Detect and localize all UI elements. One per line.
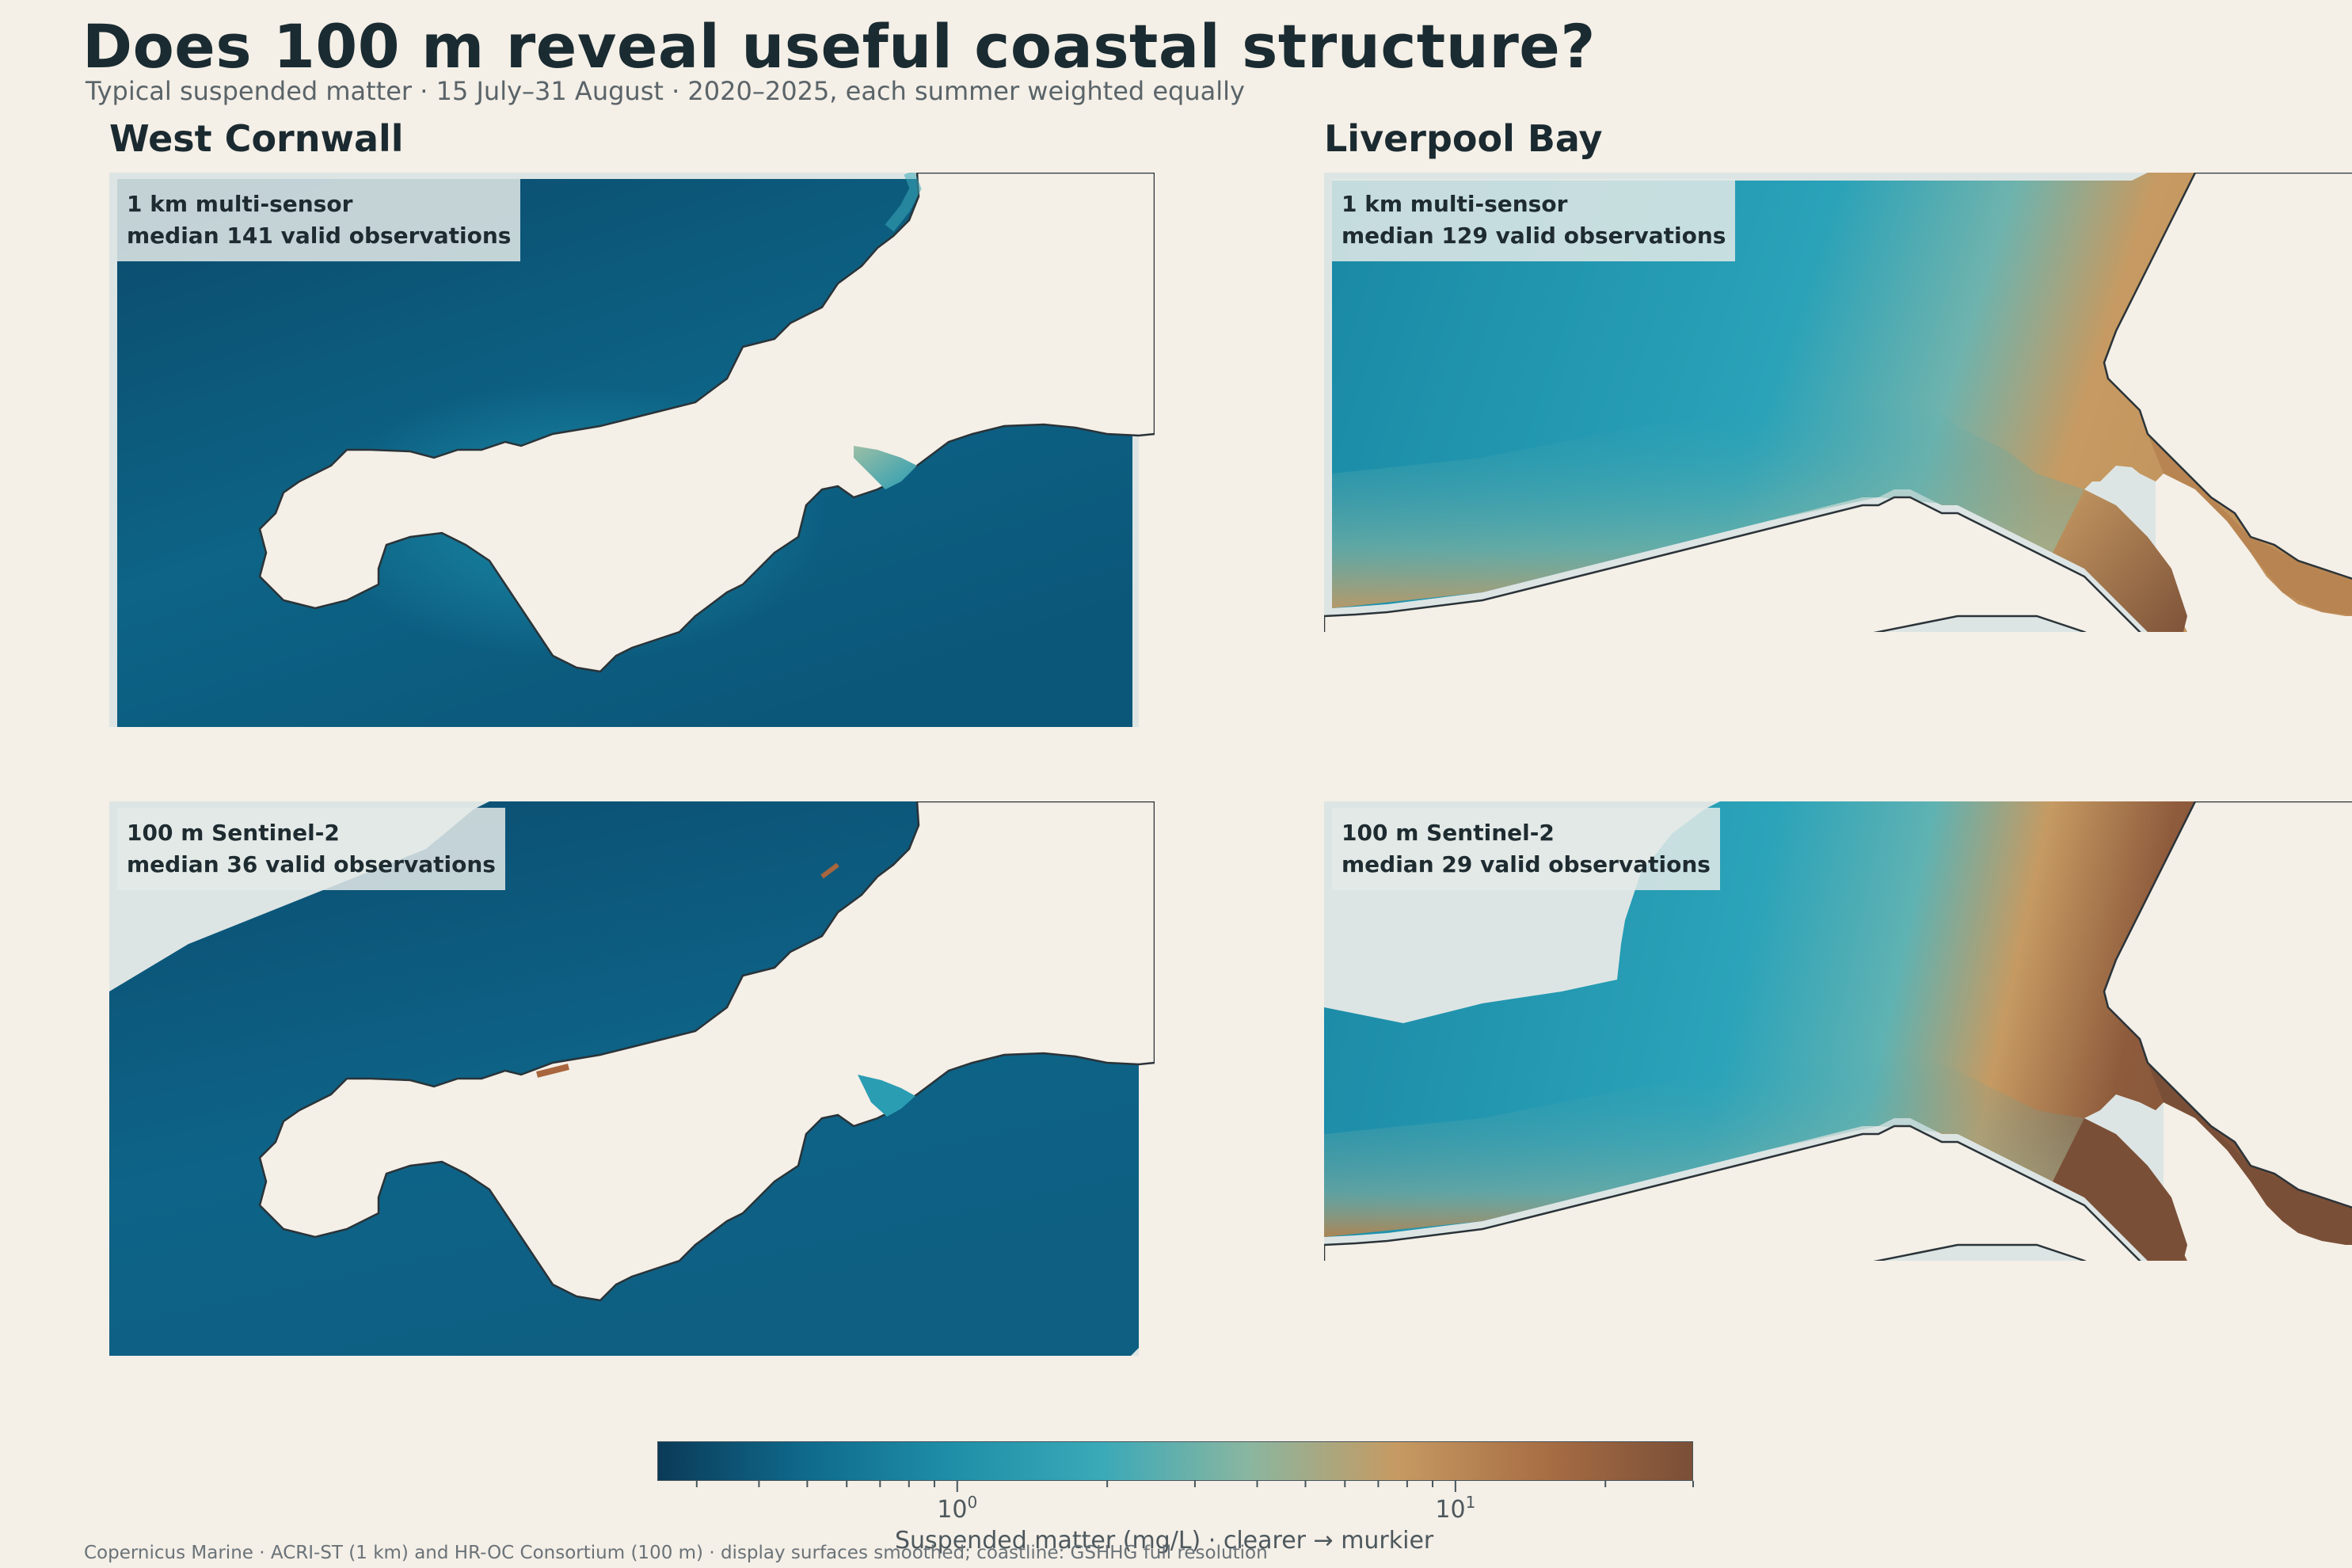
- panel-annotation: 1 km multi-sensor median 141 valid obser…: [117, 179, 521, 261]
- colorbar-gradient: [657, 1441, 1693, 1481]
- panel-annotation: 100 m Sentinel-2 median 36 valid observa…: [117, 808, 505, 890]
- map-cornwall-1km: [109, 173, 1155, 743]
- map-panel-cornwall-1km: 1 km multi-sensor median 141 valid obser…: [109, 173, 1155, 743]
- map-panel-cornwall-100m: 100 m Sentinel-2 median 36 valid observa…: [109, 801, 1155, 1372]
- source-note: Copernicus Marine · ACRI-ST (1 km) and H…: [84, 1543, 1268, 1563]
- map-panel-liverpool-100m: 100 m Sentinel-2 median 29 valid observa…: [1324, 801, 2352, 1372]
- map-liverpool-100m: [1324, 801, 2352, 1372]
- observation-count: median 129 valid observations: [1342, 223, 1726, 249]
- sensor-label: 1 km multi-sensor: [127, 191, 353, 217]
- region-title-west-cornwall: West Cornwall: [109, 117, 404, 160]
- observation-count: median 141 valid observations: [127, 223, 512, 249]
- map-cornwall-100m: [109, 801, 1155, 1372]
- colorbar-tick-label: 100: [937, 1493, 977, 1524]
- panel-annotation: 1 km multi-sensor median 129 valid obser…: [1332, 179, 1736, 261]
- sensor-label: 100 m Sentinel-2: [1342, 820, 1555, 846]
- map-panel-liverpool-1km: 1 km multi-sensor median 129 valid obser…: [1324, 173, 2352, 743]
- colorbar-tick-label: 101: [1435, 1493, 1475, 1524]
- sensor-label: 100 m Sentinel-2: [127, 820, 340, 846]
- observation-count: median 29 valid observations: [1342, 851, 1711, 877]
- sensor-label: 1 km multi-sensor: [1342, 191, 1568, 217]
- colorbar-ticks: 100 101: [695, 1481, 1694, 1524]
- colorbar-label: Suspended matter (mg/L) · clearer → murk…: [895, 1527, 1434, 1555]
- colorbar: 100 101: [657, 1441, 1694, 1524]
- region-title-liverpool-bay: Liverpool Bay: [1324, 117, 1603, 160]
- map-liverpool-1km: [1324, 173, 2352, 743]
- page-title: Does 100 m reveal useful coastal structu…: [82, 11, 1596, 82]
- observation-count: median 36 valid observations: [127, 851, 496, 877]
- panel-annotation: 100 m Sentinel-2 median 29 valid observa…: [1332, 808, 1720, 890]
- page-subtitle: Typical suspended matter · 15 July–31 Au…: [86, 76, 1245, 106]
